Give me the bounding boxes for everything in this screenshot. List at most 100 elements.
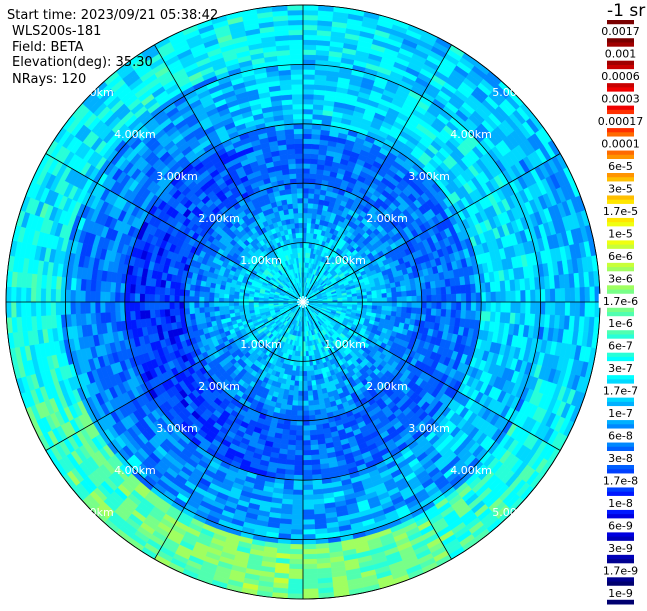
range-gate-cell [312, 134, 321, 140]
range-gate-cell [309, 425, 316, 430]
range-gate-cell [297, 421, 303, 426]
range-gate-cell [300, 351, 303, 356]
range-gate-cell [291, 529, 303, 534]
range-gate-cell [406, 291, 411, 297]
range-gate-cell [307, 386, 312, 391]
range-gate-cell [311, 139, 320, 145]
range-gate-cell [461, 293, 466, 302]
range-gate-cell [461, 310, 467, 319]
range-gate-cell [303, 25, 318, 30]
range-gate-cell [309, 410, 315, 415]
range-gate-cell [516, 302, 521, 313]
range-gate-cell [303, 55, 316, 60]
range-gate-cell [312, 385, 317, 390]
range-gate-cell [303, 490, 313, 495]
range-gate-cell [451, 310, 457, 318]
range-gate-cell [456, 310, 462, 319]
range-gate-cell [313, 114, 323, 120]
range-gate-cell [310, 440, 318, 446]
range-gate-cell [303, 549, 316, 554]
range-gate-cell [357, 299, 362, 302]
range-gate-cell [303, 515, 314, 520]
range-gate-cell [295, 376, 299, 381]
range-gate-cell [535, 290, 540, 302]
range-gate-cell [303, 544, 316, 549]
range-gate-cell [294, 475, 303, 480]
range-gate-cell [367, 298, 372, 302]
range-gate-cell [303, 416, 309, 421]
range-gate-cell [470, 311, 476, 320]
range-gate-cell [461, 302, 466, 311]
range-gate-cell [436, 295, 441, 302]
range-gate-cell [291, 415, 297, 420]
range-gate-cell [288, 589, 303, 594]
range-gate-cell [426, 289, 431, 296]
range-gate-cell [525, 302, 530, 314]
range-gate-cell [387, 297, 392, 302]
range-gate-cell [391, 287, 397, 292]
range-gate-cell [313, 400, 319, 406]
range-gate-cell [382, 293, 387, 298]
range-gate-cell [417, 296, 422, 302]
range-gate-cell [521, 290, 526, 302]
range-gate-cell [417, 302, 422, 308]
range-gate-cell [308, 203, 313, 208]
range-gate-cell [560, 302, 565, 316]
range-gate-cell [416, 308, 421, 314]
range-gate-cell [485, 312, 491, 322]
range-gate-cell [309, 183, 315, 188]
range-gate-cell [357, 302, 362, 305]
range-gate-cell [486, 302, 491, 312]
range-gate-cell [377, 306, 382, 310]
range-gate-cell [292, 500, 303, 505]
range-gate-cell [306, 361, 310, 366]
range-gate-cell [303, 529, 315, 534]
range-gate-cell [311, 455, 320, 461]
range-gate-cell [303, 396, 308, 401]
range-gate-cell [303, 5, 319, 10]
range-gate-cell [411, 308, 416, 314]
range-gate-cell [387, 302, 392, 307]
range-gate-cell [441, 309, 447, 317]
range-gate-cell [303, 124, 312, 129]
range-gate-cell [288, 395, 294, 401]
range-gate-cell [303, 158, 311, 163]
range-gate-cell [295, 455, 303, 460]
range-gate-cell [289, 569, 303, 574]
range-gate-cell [401, 307, 406, 313]
range-gate-cell [299, 366, 303, 371]
range-gate-cell [303, 99, 314, 104]
range-gate-cell [298, 391, 303, 396]
range-gate-cell [310, 159, 318, 165]
range-gate-cell [357, 296, 362, 299]
range-gate-cell [481, 302, 486, 312]
range-gate-cell [283, 484, 293, 490]
range-gate-cell [530, 290, 535, 302]
range-gate-cell [401, 291, 406, 297]
range-gate-cell [303, 30, 317, 35]
range-gate-cell [303, 431, 310, 436]
range-gate-cell [292, 510, 303, 515]
range-gate-cell [303, 351, 306, 356]
range-gate-cell [555, 302, 560, 315]
range-gate-cell [590, 302, 595, 317]
range-gate-cell [590, 287, 595, 302]
range-gate-cell [303, 411, 309, 416]
range-gate-cell [303, 203, 308, 208]
range-gate-cell [296, 426, 303, 431]
range-gate-cell [311, 149, 319, 155]
range-gate-cell [293, 391, 298, 396]
range-gate-cell [310, 430, 317, 435]
range-gate-cell [290, 544, 303, 549]
range-gate-cell [407, 302, 412, 308]
range-gate-cell [313, 199, 319, 205]
range-gate-cell [289, 435, 296, 440]
range-gate-cell [476, 293, 481, 302]
range-gate-cell [291, 410, 297, 415]
range-gate-cell [303, 154, 311, 159]
range-gate-cell [300, 361, 303, 366]
range-gate-cell [294, 386, 299, 391]
range-gate-cell [377, 302, 382, 306]
range-gate-cell [352, 299, 357, 302]
